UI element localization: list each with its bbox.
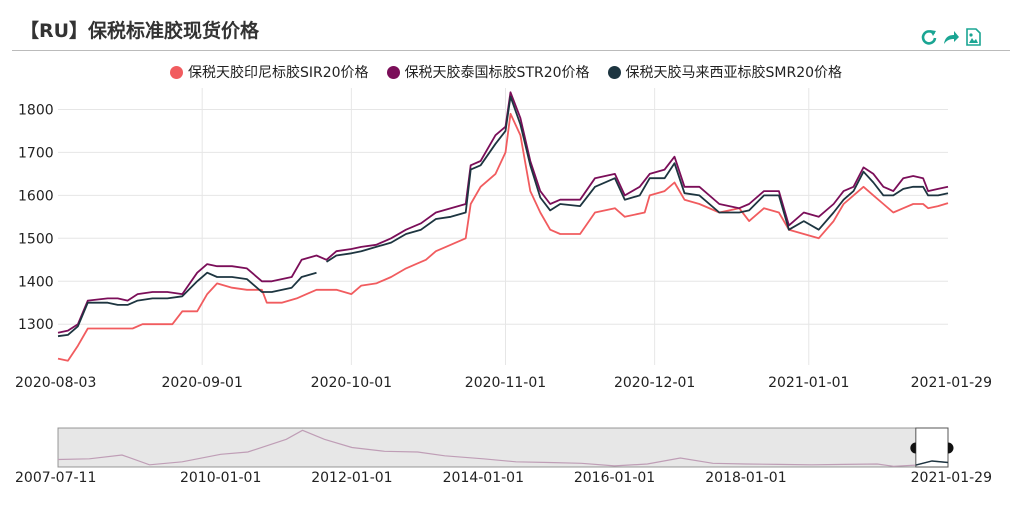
x-tick-label-4: 2020-12-01 xyxy=(614,375,695,391)
navigator-mask xyxy=(58,428,916,467)
x-tick-label-5: 2021-01-01 xyxy=(768,375,849,391)
series-2 xyxy=(57,95,949,338)
x-tick-label-6: 2021-01-29 xyxy=(911,375,992,391)
navigator-tick-label-1: 2010-01-01 xyxy=(180,470,261,486)
navigator-handle-left[interactable] xyxy=(910,442,916,454)
x-tick-label-2: 2020-10-01 xyxy=(311,375,392,391)
navigator-tick-label-4: 2016-01-01 xyxy=(574,470,655,486)
x-tick-label-1: 2020-09-01 xyxy=(162,375,243,391)
series-line-1 xyxy=(57,91,949,334)
legend-item-2[interactable]: 保税天胶马来西亚标胶SMR20价格 xyxy=(607,62,843,82)
series-1 xyxy=(57,91,949,334)
navigator-tick-label-0: 2007-07-11 xyxy=(15,470,96,486)
navigator-series-line xyxy=(57,429,949,467)
navigator-tick-label-5: 2018-01-01 xyxy=(705,470,786,486)
navigator-tick-label-3: 2014-01-01 xyxy=(443,470,524,486)
legend-label-2: 保税天胶马来西亚标胶SMR20价格 xyxy=(625,65,843,81)
series-line-2 xyxy=(57,95,949,338)
title-divider xyxy=(12,50,1010,51)
series-line-0 xyxy=(57,112,949,362)
navigator-handle-right[interactable] xyxy=(948,442,954,454)
navigator-selected-line xyxy=(915,460,949,466)
legend-label-1: 保税天胶泰国标胶STR20价格 xyxy=(404,65,590,81)
navigator-frame xyxy=(57,427,949,468)
image-icon[interactable] xyxy=(964,28,982,46)
y-tick-label-5: 1800 xyxy=(18,102,54,118)
y-tick-label-2: 1500 xyxy=(18,231,54,247)
y-tick-label-4: 1700 xyxy=(18,145,54,161)
refresh-icon[interactable] xyxy=(920,28,938,46)
legend-item-1[interactable]: 保税天胶泰国标胶STR20价格 xyxy=(386,62,590,82)
toolbar xyxy=(920,28,982,46)
legend-label-0: 保税天胶印尼标胶SIR20价格 xyxy=(188,65,369,81)
legend-marker-1 xyxy=(386,65,400,79)
legend-marker-2 xyxy=(607,65,621,79)
y-tick-label-3: 1600 xyxy=(18,188,54,204)
x-tick-label-0: 2020-08-03 xyxy=(15,375,96,391)
navigator-tick-label-2: 2012-01-01 xyxy=(311,470,392,486)
navigator-tick-label-6: 2021-01-29 xyxy=(911,470,992,486)
y-tick-label-0: 1300 xyxy=(18,317,54,333)
chart-title: 【RU】保税标准胶现货价格 xyxy=(20,20,260,42)
y-tick-label-1: 1400 xyxy=(18,274,54,290)
x-tick-label-3: 2020-11-01 xyxy=(465,375,546,391)
chart-legend: 保税天胶印尼标胶SIR20价格 保税天胶泰国标胶STR20价格 保税天胶马来西亚标胶… xyxy=(170,62,842,82)
legend-item-0[interactable]: 保税天胶印尼标胶SIR20价格 xyxy=(170,62,369,82)
legend-marker-0 xyxy=(170,65,183,79)
share-icon[interactable] xyxy=(942,28,960,46)
series-0 xyxy=(57,112,949,362)
